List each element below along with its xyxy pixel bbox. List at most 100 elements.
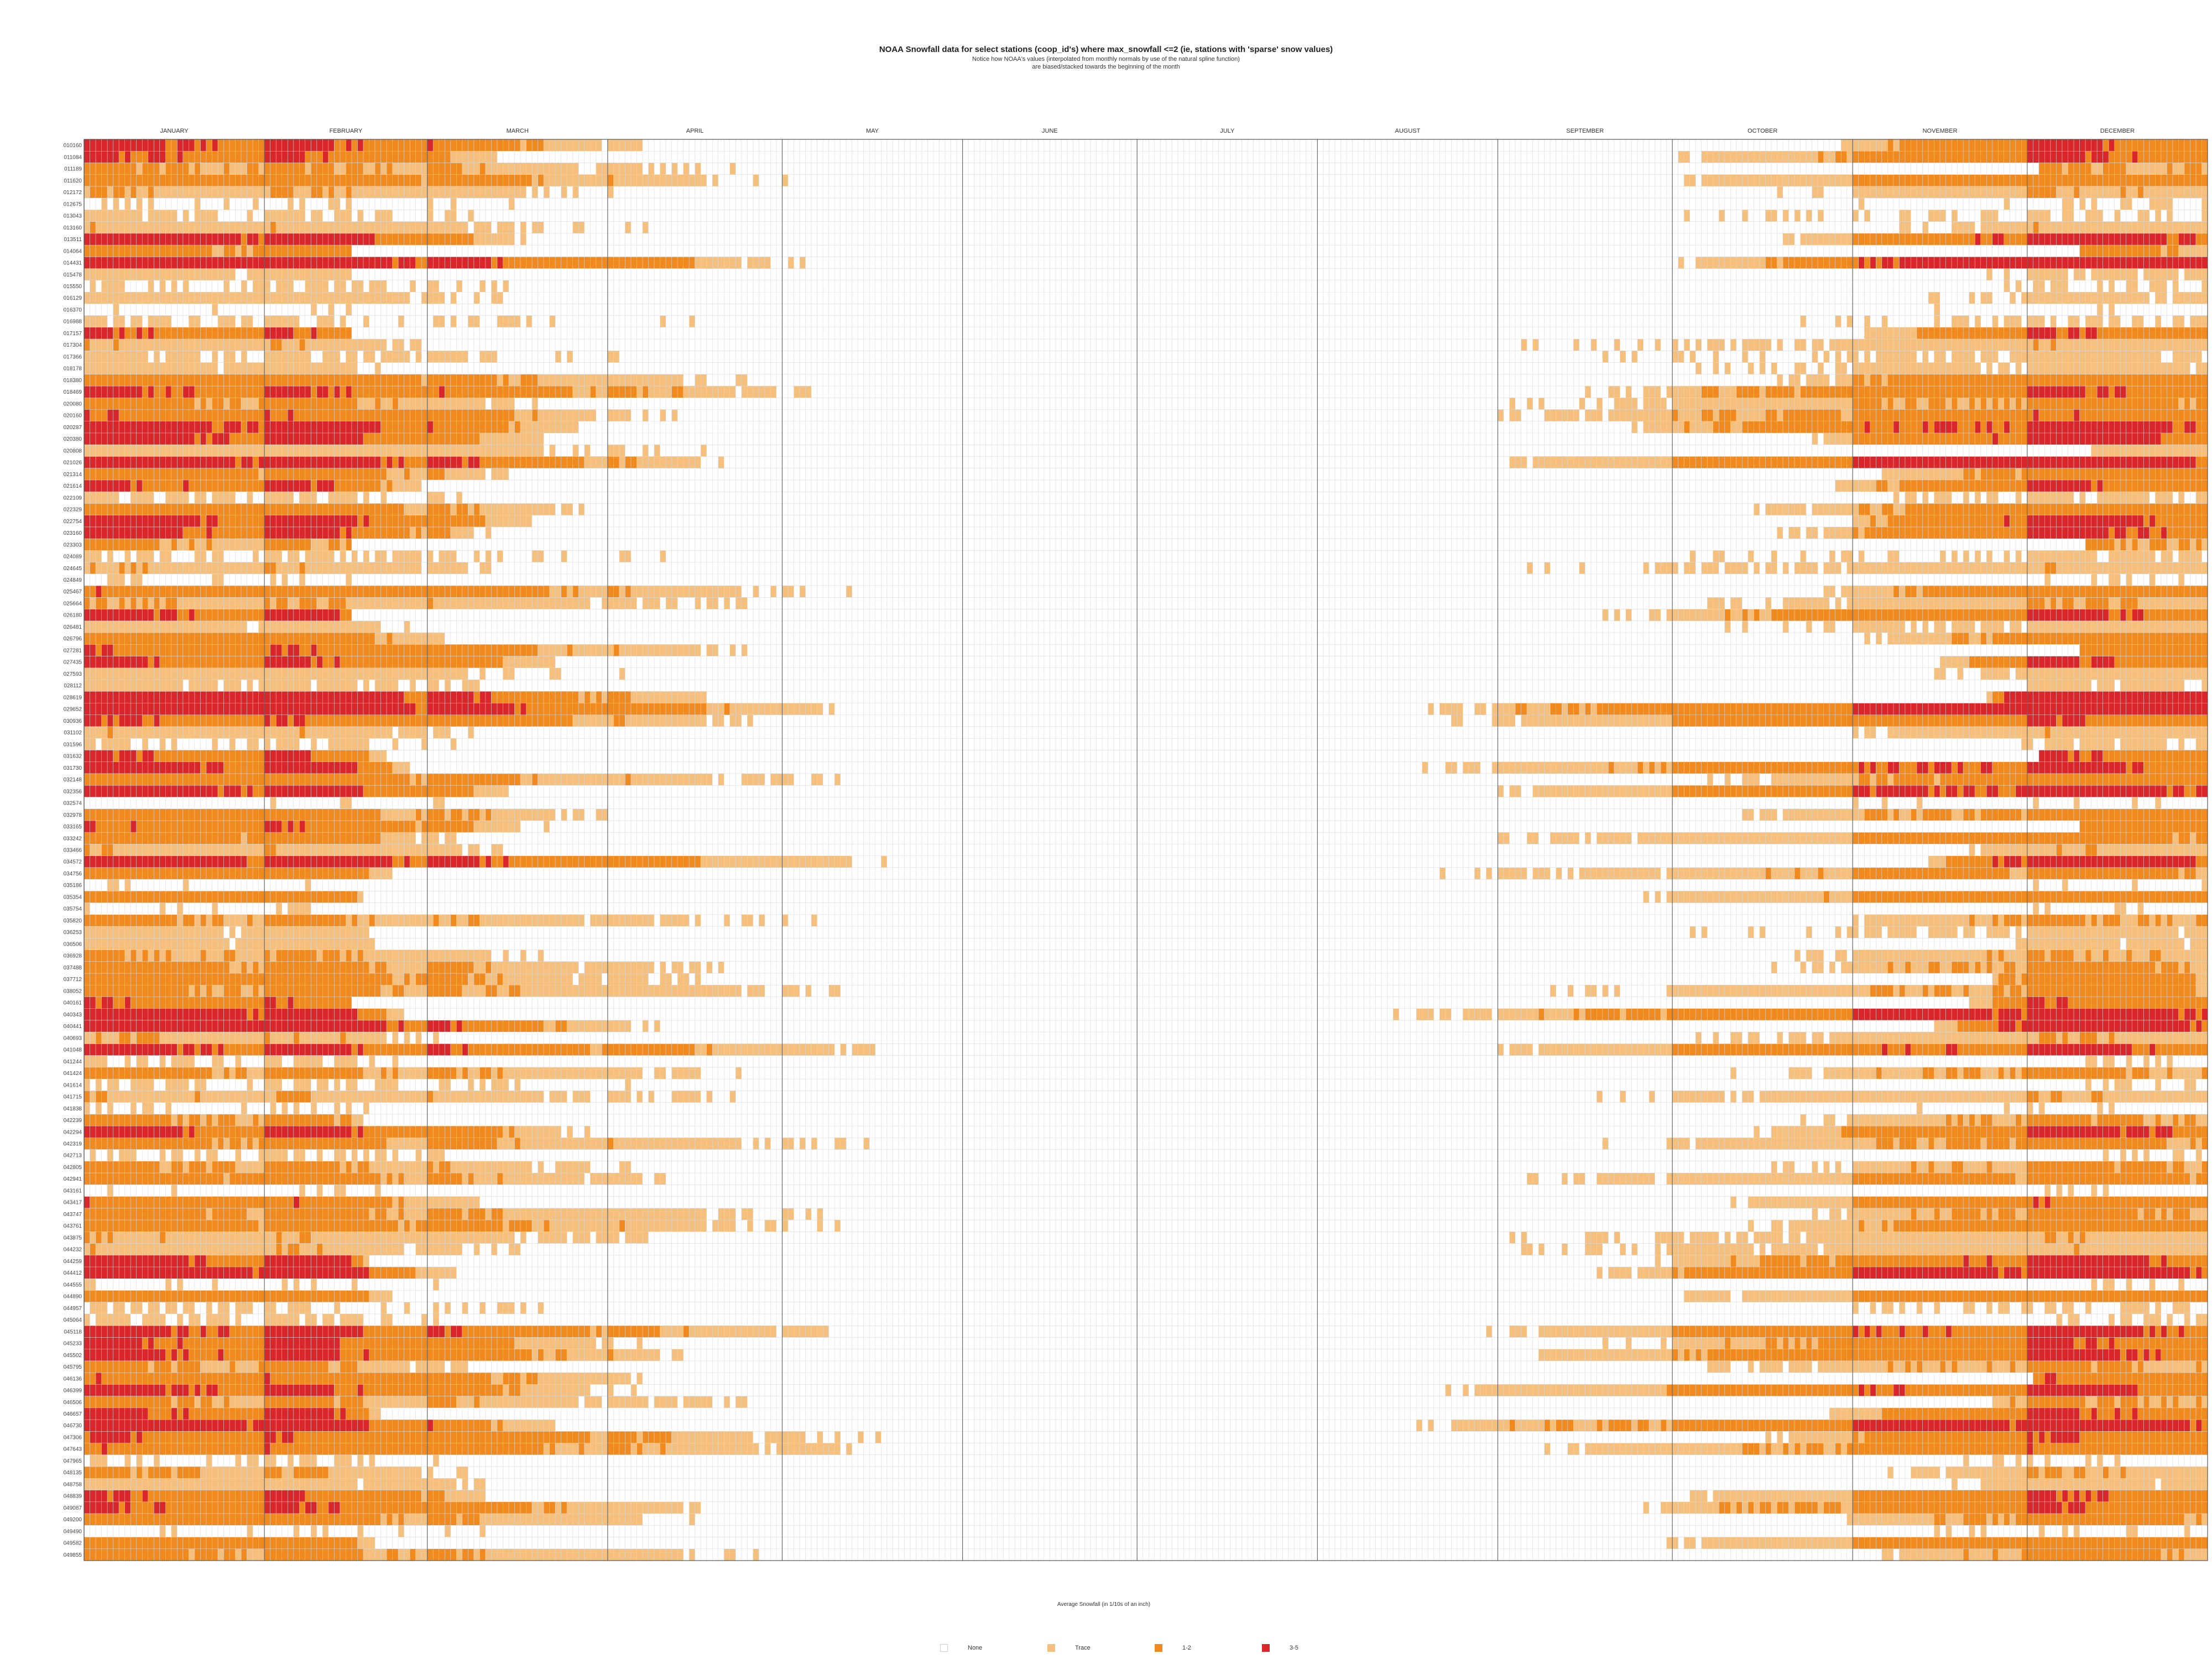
heatmap-cell xyxy=(538,174,544,186)
heatmap-cell xyxy=(2178,573,2184,586)
heatmap-cell xyxy=(2097,304,2103,316)
heatmap-cell xyxy=(433,726,451,739)
heatmap-cell xyxy=(182,879,189,891)
heatmap-cell xyxy=(90,1243,96,1255)
heatmap-cell xyxy=(96,1373,102,1385)
heatmap-cell xyxy=(2010,1360,2016,1373)
heatmap-cell xyxy=(264,597,270,609)
heatmap-cell xyxy=(363,1349,369,1361)
heatmap-cell xyxy=(2167,1208,2173,1220)
heatmap-cell xyxy=(1777,526,1783,539)
heatmap-cell xyxy=(1666,1420,1673,1432)
heatmap-cell xyxy=(177,1114,183,1126)
heatmap-cell xyxy=(241,233,247,246)
heatmap-cell xyxy=(2044,1431,2051,1443)
heatmap-cell xyxy=(1661,761,1667,774)
heatmap-cell xyxy=(258,233,265,246)
heatmap-cell xyxy=(689,315,695,327)
station-label: 042239 xyxy=(64,1118,82,1124)
heatmap-cell xyxy=(625,1079,631,1091)
heatmap-cell xyxy=(107,550,113,562)
heatmap-cell xyxy=(194,432,201,445)
station-label: 014431 xyxy=(64,260,82,267)
heatmap-cell xyxy=(1777,1032,1783,1044)
heatmap-cell xyxy=(2114,1454,2121,1467)
heatmap-cell xyxy=(2103,950,2109,962)
heatmap-cell xyxy=(235,456,242,468)
heatmap-cell xyxy=(503,1208,707,1220)
heatmap-cell xyxy=(759,914,765,927)
heatmap-cell xyxy=(2201,1267,2208,1279)
heatmap-cell xyxy=(1899,257,2208,269)
heatmap-cell xyxy=(84,973,393,985)
heatmap-cell xyxy=(1689,550,1696,562)
heatmap-cell xyxy=(380,1067,387,1079)
station-label: 030936 xyxy=(64,718,82,724)
heatmap-cell xyxy=(247,914,253,927)
heatmap-cell xyxy=(2027,997,2045,1009)
station-label: 034572 xyxy=(64,859,82,865)
heatmap-cell xyxy=(398,1514,404,1526)
heatmap-cell xyxy=(2004,398,2010,410)
heatmap-cell xyxy=(1573,1008,1579,1020)
heatmap-cell xyxy=(171,539,178,551)
heatmap-cell xyxy=(2021,398,2027,410)
heatmap-cell xyxy=(2027,1360,2091,1373)
heatmap-cell xyxy=(2114,1396,2121,1408)
heatmap-cell xyxy=(1812,1161,1818,1173)
heatmap-cell xyxy=(84,1514,381,1526)
heatmap-cell xyxy=(1655,761,1661,774)
heatmap-cell xyxy=(316,1149,323,1161)
heatmap-cell xyxy=(212,139,218,152)
heatmap-cell xyxy=(503,374,509,387)
heatmap-cell xyxy=(235,1454,242,1467)
heatmap-cell xyxy=(1672,1420,1853,1432)
heatmap-cell xyxy=(1643,386,1661,398)
heatmap-cell xyxy=(805,1208,812,1220)
heatmap-cell xyxy=(90,597,96,609)
heatmap-cell xyxy=(334,210,352,222)
heatmap-cell xyxy=(189,1407,265,1420)
heatmap-cell xyxy=(1829,550,1835,562)
heatmap-cell xyxy=(1538,1008,1545,1020)
heatmap-cell xyxy=(1975,808,1981,821)
heatmap-cell xyxy=(427,550,434,562)
heatmap-cell xyxy=(2079,1032,2098,1044)
station-label: 035354 xyxy=(64,894,82,900)
heatmap-cell xyxy=(800,586,806,598)
heatmap-cell xyxy=(415,1149,422,1161)
heatmap-cell xyxy=(596,1326,602,1338)
heatmap-cell xyxy=(1486,1326,1492,1338)
heatmap-cell xyxy=(660,1443,666,1455)
heatmap-cell xyxy=(154,656,160,668)
heatmap-cell xyxy=(415,1032,422,1044)
heatmap-cell xyxy=(264,1220,399,1232)
heatmap-cell xyxy=(1881,1044,1888,1056)
heatmap-cell xyxy=(1486,867,1492,880)
heatmap-cell xyxy=(2109,526,2115,539)
heatmap-cell xyxy=(2120,1302,2150,1314)
heatmap-cell xyxy=(351,1149,358,1161)
heatmap-cell xyxy=(253,198,259,210)
heatmap-cell xyxy=(247,492,253,504)
heatmap-cell xyxy=(1742,1501,1748,1514)
heatmap-cell xyxy=(706,961,713,974)
heatmap-cell xyxy=(177,902,183,915)
heatmap-cell xyxy=(619,586,625,598)
heatmap-cell xyxy=(2004,268,2010,280)
heatmap-cell xyxy=(357,1454,363,1467)
heatmap-cell xyxy=(223,1173,230,1185)
heatmap-cell xyxy=(1754,503,1760,515)
heatmap-cell xyxy=(479,808,486,821)
heatmap-cell xyxy=(1527,562,1533,574)
heatmap-cell xyxy=(392,1055,399,1067)
heatmap-cell xyxy=(281,820,288,833)
heatmap-cell xyxy=(1876,1138,1893,1150)
heatmap-cell xyxy=(1818,151,1824,163)
heatmap-cell xyxy=(1986,550,1992,562)
heatmap-cell xyxy=(1992,1208,1999,1220)
heatmap-cell xyxy=(1881,1220,1888,1232)
heatmap-cell xyxy=(2120,539,2126,551)
heatmap-cell xyxy=(479,1079,486,1091)
heatmap-cell xyxy=(264,1255,352,1267)
